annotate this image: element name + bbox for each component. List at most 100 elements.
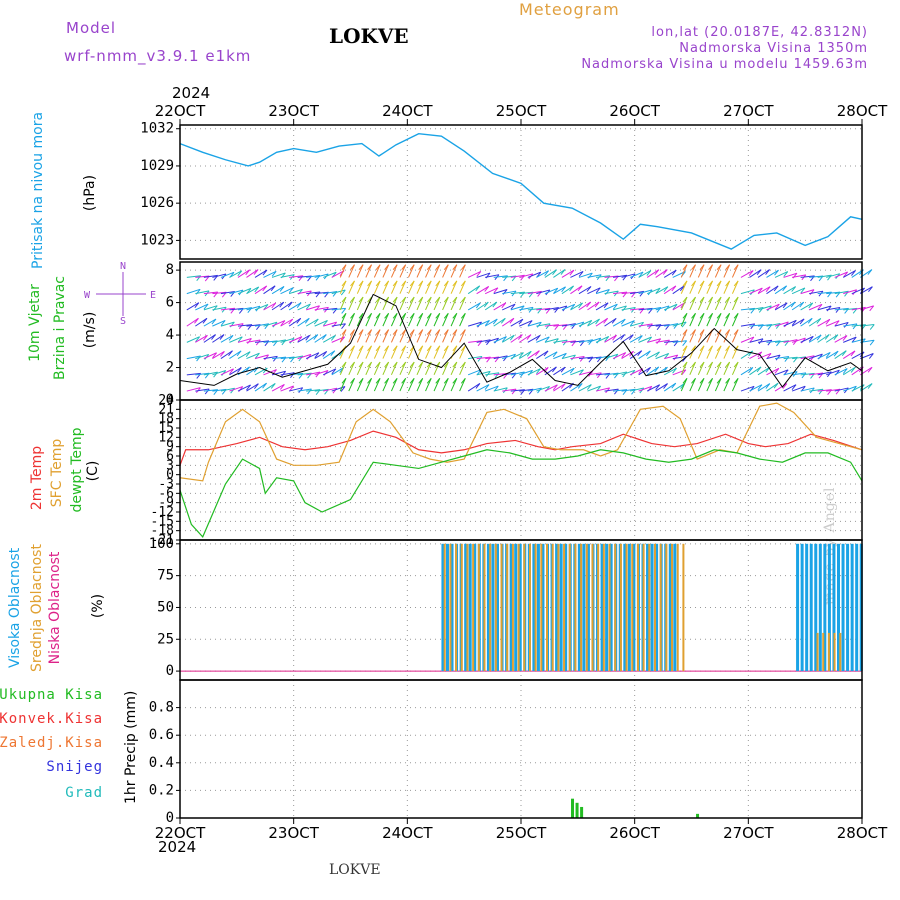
wind-barb [459,296,466,311]
wind-barb-flag [869,324,875,330]
cloud-bar [814,543,818,672]
wind-barb-flag [818,388,824,395]
wind-barb-flag [460,345,466,352]
wind-barb [800,317,813,327]
wind-barb-flag [691,361,696,368]
wind-barb [519,306,534,311]
wind-barb [229,336,243,343]
wind-barb [356,378,364,392]
wind-barb [322,334,336,343]
wind-barb [365,378,373,392]
wind-barb-flag [493,287,499,294]
wind-barb-flag [452,345,458,352]
wind-barb-flag [254,383,259,390]
wind-barb-flag [535,335,541,341]
cloud-bar [859,543,863,672]
wind-barb-flag [493,385,499,392]
wind-barb-flag [392,313,398,319]
wind-barb-flag [426,377,432,384]
wind-barb [629,271,644,278]
y-tick-label: 0 [166,810,174,826]
wind-barb [817,352,831,360]
wind-barb [561,340,576,343]
wind-barb-flag [304,318,310,324]
wind-barb-flag [426,345,432,352]
wind-barb [356,264,364,278]
wind-barb [254,354,269,360]
cloud-bar [449,543,452,672]
wind-barb [280,274,295,278]
wind-barb-flag [791,286,797,292]
wind-barb-flag [801,372,807,379]
wind-barb [680,264,688,278]
wind-barb [220,307,235,311]
wind-barb [527,368,541,376]
wind-barb-flag [443,280,449,287]
wind-barb-flag [756,366,762,373]
x-tick-label-top: 22OCT [155,102,206,120]
y-tick-label: 4 [166,327,174,343]
wind-barb [468,340,483,343]
wind-barb [212,291,227,295]
cloud-bar [483,543,486,672]
wind-barb-flag [460,264,466,270]
precip-bar [696,813,700,818]
wind-barb [578,319,592,327]
wind-barb [450,280,458,294]
wind-barb-flag [492,318,498,325]
cloud-bar [580,543,583,672]
wind-barb-flag [418,361,424,368]
wind-barb [390,345,398,359]
wind-barb [757,286,771,295]
wind-barb-flag [384,361,390,368]
wind-barb [246,269,259,278]
wind-barb-flag [401,361,407,368]
wind-barb-flag [816,334,822,341]
wind-barb-flag [401,345,407,352]
wind-barb-flag [716,296,722,303]
wind-barb [663,285,677,295]
wind-barb-flag [748,350,754,357]
wind-barb [740,323,755,327]
wind-barb [408,329,415,343]
wind-barb-flag [211,334,216,340]
wind-barb [834,368,848,376]
wind-barb [476,272,491,278]
wind-barb-flag [418,377,424,384]
wind-barb-flag [535,350,540,357]
cloud-bar [805,543,809,672]
cloud-bar [827,543,831,672]
wind-barb [612,305,627,311]
wind-barb-flag [708,264,713,270]
y-tick-label: 9 [166,440,174,455]
wind-barb-flag [203,303,209,310]
wind-barb [536,350,549,360]
wind-barb [348,296,355,311]
wind-barb-flag [367,329,372,335]
cloud-bar [800,543,804,672]
wind-barb [306,389,321,392]
wind-barb-flag [367,264,372,270]
y-tick-label: 0.8 [149,700,174,716]
wind-barb-flag [237,336,243,343]
wind-barb-flag [691,280,696,287]
cloud-bar [827,632,830,672]
wind-barb-flag [270,285,276,292]
wind-barb [834,387,849,392]
wind-barb [808,317,822,327]
wind-barb [323,321,337,327]
wind-barb-flag [341,264,347,270]
wind-barb [365,361,373,376]
wind-barb-flag [409,296,415,303]
wind-barb-flag [833,334,839,340]
wind-barb-flag [716,329,722,335]
wind-barb-flag [783,271,789,277]
wind-barb [766,367,780,376]
wind-barb [630,387,644,392]
wind-barb-flag [750,323,756,330]
cloud-bar [591,543,594,672]
wind-barb [740,270,754,278]
wind-barb-flag [279,301,285,308]
wind-barb [731,280,739,294]
y-tick-label: 2 [166,360,174,376]
